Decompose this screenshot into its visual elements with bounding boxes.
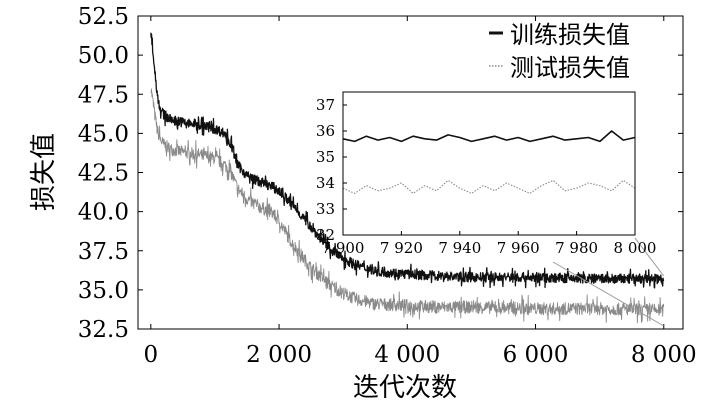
inset-y-tick-label: 34 [316,174,335,192]
main-series-group [150,32,665,324]
inset-y-tick-label: 32 [316,226,335,244]
inset-train-loss-line [342,130,636,143]
y-tick-label: 42.5 [78,161,129,187]
inset-chart: 32 33 34 35 36 37 7 900 7 920 7 940 7 960 7 980 8 … [316,91,657,257]
legend: 训练损失值 测试损失值 [489,21,630,82]
y-tick-label: 47.5 [78,82,129,108]
y-tick-label: 35.0 [78,278,129,304]
zoom-connectors [552,237,665,327]
x-axis: 0 2 000 4 000 6 000 8 000 [144,16,697,368]
x-axis-title: 迭代次数 [353,373,457,403]
inset-y-axis: 32 33 34 35 36 37 [316,96,347,244]
connector-line [552,261,665,327]
inset-y-tick-label: 37 [316,96,335,114]
inset-x-tick-label: 7 980 [555,239,598,257]
x-tick-label: 4 000 [374,342,440,368]
y-axis-title: 损失值 [29,133,59,211]
inset-x-axis: 7 900 7 920 7 940 7 960 7 980 8 000 [322,231,657,257]
test-loss-line [150,88,665,324]
inset-background [343,92,635,235]
inset-x-tick-label: 8 000 [614,239,657,257]
inset-y-tick-label: 35 [316,148,335,166]
inset-frame [342,91,636,236]
inset-y-tick-label: 33 [316,200,335,218]
inset-x-tick-label: 7 960 [497,239,540,257]
x-tick-label: 0 [144,342,159,368]
inset-series-group [342,130,636,194]
connector-line [634,237,665,277]
y-axis: 32.5 35.0 37.5 40.0 42.5 45.0 47.5 50.0 52.5 [78,4,683,343]
x-tick-label: 8 000 [631,342,697,368]
x-tick-label: 6 000 [503,342,569,368]
inset-x-tick-label: 7 900 [322,239,365,257]
y-tick-label: 40.0 [78,200,129,226]
train-loss-line [150,32,665,289]
y-tick-label: 45.0 [78,121,129,147]
inset-x-tick-label: 7 940 [438,239,481,257]
inset-x-tick-label: 7 920 [380,239,423,257]
legend-label-train: 训练损失值 [510,21,630,49]
x-tick-label: 2 000 [246,342,312,368]
y-tick-label: 32.5 [78,317,129,343]
y-tick-label: 50.0 [78,43,129,69]
legend-label-test: 测试损失值 [510,54,630,82]
y-tick-label: 37.5 [78,239,129,265]
inset-y-tick-label: 36 [316,122,335,140]
y-tick-label: 52.5 [78,4,129,30]
